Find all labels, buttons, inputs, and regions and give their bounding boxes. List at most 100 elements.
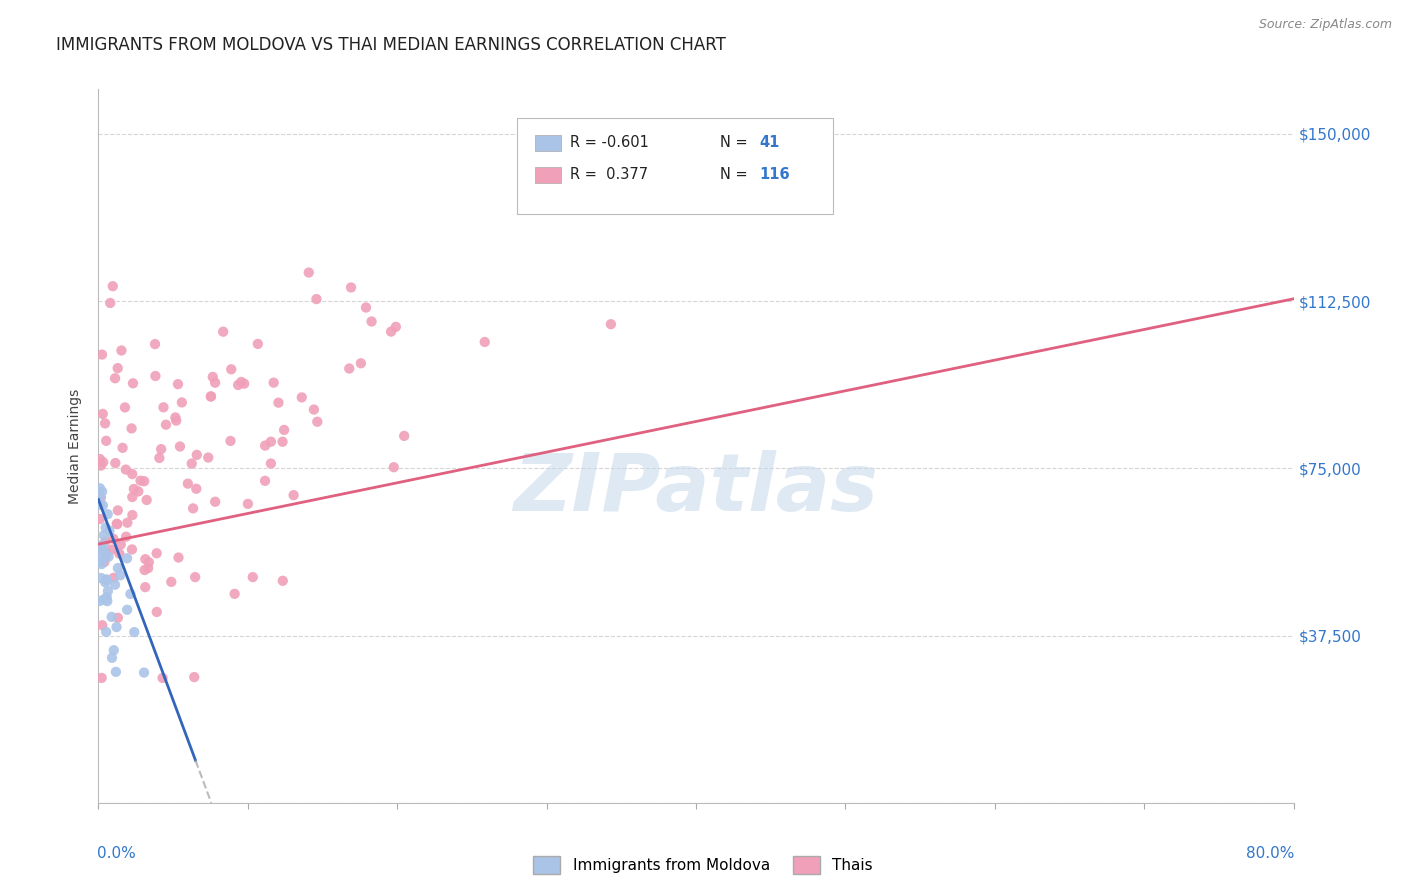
Point xyxy=(107,361,129,376)
Point xyxy=(94,545,117,559)
Text: 116: 116 xyxy=(759,168,790,182)
Point xyxy=(204,495,226,509)
Point xyxy=(94,417,117,431)
Point xyxy=(360,314,382,328)
Point xyxy=(132,665,155,680)
Point xyxy=(97,549,120,564)
Point xyxy=(236,497,259,511)
Point xyxy=(273,423,295,437)
Point xyxy=(89,452,111,467)
Point xyxy=(93,592,115,607)
Point xyxy=(91,541,114,556)
Point xyxy=(90,671,112,685)
Point xyxy=(110,537,132,551)
Point xyxy=(121,490,143,504)
Point xyxy=(122,625,145,640)
Text: ZIPatlas: ZIPatlas xyxy=(513,450,879,528)
Point xyxy=(89,490,111,504)
Point xyxy=(101,650,124,665)
FancyBboxPatch shape xyxy=(517,118,834,214)
Point xyxy=(91,348,114,362)
Point xyxy=(107,561,129,575)
Point xyxy=(107,503,129,517)
Point xyxy=(146,605,169,619)
Point xyxy=(96,573,118,587)
Point xyxy=(91,484,114,499)
Point xyxy=(94,591,117,606)
Point xyxy=(103,532,125,546)
Point xyxy=(134,563,156,577)
Point xyxy=(121,421,143,435)
Point xyxy=(115,530,138,544)
Point xyxy=(101,279,124,293)
Point xyxy=(98,296,121,310)
Point xyxy=(89,549,111,564)
Point xyxy=(271,434,294,449)
Point xyxy=(120,587,142,601)
Text: 0.0%: 0.0% xyxy=(97,846,136,861)
Point xyxy=(260,457,283,471)
Point xyxy=(105,516,128,531)
Point xyxy=(117,516,139,530)
Bar xyxy=(534,167,561,183)
Point xyxy=(180,457,202,471)
Point xyxy=(135,493,157,508)
Point xyxy=(226,378,249,392)
Legend: Immigrants from Moldova, Thais: Immigrants from Moldova, Thais xyxy=(527,850,879,880)
Point xyxy=(94,575,117,590)
Point xyxy=(89,512,111,526)
Point xyxy=(121,508,143,522)
Point xyxy=(104,665,127,679)
Point xyxy=(298,266,321,280)
Point xyxy=(197,450,219,465)
Point xyxy=(224,587,246,601)
Text: Source: ZipAtlas.com: Source: ZipAtlas.com xyxy=(1258,18,1392,31)
Point xyxy=(150,442,173,457)
Point xyxy=(233,376,256,391)
Text: N =: N = xyxy=(720,168,748,182)
Point xyxy=(96,624,118,639)
Point xyxy=(165,414,187,428)
Point xyxy=(165,410,187,425)
Point xyxy=(340,280,363,294)
Point xyxy=(160,574,183,589)
Point xyxy=(91,538,114,552)
Point xyxy=(100,610,122,624)
Point xyxy=(186,448,208,462)
Point xyxy=(254,439,277,453)
Point xyxy=(94,534,117,549)
Point xyxy=(115,603,138,617)
Point xyxy=(94,549,117,564)
Text: R =  0.377: R = 0.377 xyxy=(571,168,648,182)
Point xyxy=(89,481,111,495)
Point xyxy=(90,555,112,569)
Point xyxy=(200,389,222,403)
Point xyxy=(283,488,305,502)
Point xyxy=(127,484,149,499)
Point xyxy=(167,377,190,392)
Text: 41: 41 xyxy=(759,136,780,150)
Point xyxy=(103,571,125,585)
Point xyxy=(155,417,177,432)
Point xyxy=(111,441,134,455)
Point xyxy=(219,362,242,376)
Point xyxy=(110,343,132,358)
Point xyxy=(307,415,329,429)
Point xyxy=(170,395,193,409)
Text: R = -0.601: R = -0.601 xyxy=(571,136,650,150)
Point xyxy=(122,482,145,496)
Point xyxy=(91,618,114,632)
Point xyxy=(134,580,156,594)
Point xyxy=(271,574,294,588)
Point xyxy=(108,568,131,582)
Point xyxy=(219,434,242,448)
Point xyxy=(201,370,224,384)
Point xyxy=(145,546,167,560)
Point xyxy=(337,361,360,376)
Point xyxy=(350,356,373,370)
Point xyxy=(354,301,377,315)
Point xyxy=(89,594,111,608)
Point xyxy=(186,482,208,496)
Point xyxy=(242,570,264,584)
Point xyxy=(93,543,115,558)
